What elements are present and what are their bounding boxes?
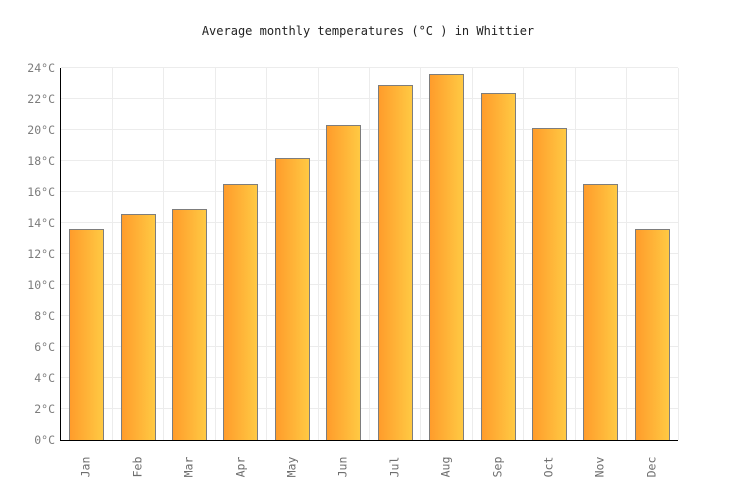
bar-apr bbox=[223, 184, 259, 440]
x-axis-label-text: Mar bbox=[181, 456, 196, 478]
bar-jun bbox=[326, 125, 362, 440]
bar-mar bbox=[172, 209, 208, 440]
y-axis-label: 10°C bbox=[27, 278, 55, 292]
bar-dec bbox=[634, 229, 670, 440]
y-axis-label: 22°C bbox=[27, 92, 55, 106]
y-axis-label: 16°C bbox=[27, 185, 55, 199]
x-axis-label-text: Nov bbox=[592, 456, 607, 478]
y-axis-label: 8°C bbox=[34, 309, 55, 323]
gridline-vertical bbox=[677, 68, 679, 440]
x-axis-label-may: May bbox=[271, 447, 311, 487]
y-axis-label: 2°C bbox=[34, 402, 55, 416]
gridline-vertical bbox=[471, 68, 473, 440]
y-axis-label: 24°C bbox=[27, 61, 55, 75]
x-axis-label-jun: Jun bbox=[323, 447, 363, 487]
x-axis-label-text: Aug bbox=[438, 456, 453, 478]
x-axis-label-jul: Jul bbox=[374, 447, 414, 487]
gridline-vertical bbox=[523, 68, 525, 440]
x-axis-label-text: Oct bbox=[541, 456, 556, 478]
x-axis-label-text: Feb bbox=[130, 456, 145, 478]
gridline-vertical bbox=[574, 68, 576, 440]
y-axis-label: 18°C bbox=[27, 154, 55, 168]
bar-jul bbox=[377, 85, 413, 440]
x-axis-label-aug: Aug bbox=[426, 447, 466, 487]
bar-may bbox=[274, 157, 310, 440]
x-axis-label-sep: Sep bbox=[477, 447, 517, 487]
x-axis-label-text: Jun bbox=[335, 456, 350, 478]
gridline-vertical bbox=[317, 68, 319, 440]
bar-jan bbox=[69, 229, 105, 440]
bar-nov bbox=[583, 184, 619, 440]
x-axis-label-text: May bbox=[284, 456, 299, 478]
y-axis-label: 0°C bbox=[34, 433, 55, 447]
gridline-vertical bbox=[214, 68, 216, 440]
x-axis-label-text: Sep bbox=[490, 456, 505, 478]
y-axis-label: 20°C bbox=[27, 123, 55, 137]
bar-aug bbox=[429, 74, 465, 440]
bar-feb bbox=[120, 213, 156, 440]
gridline-vertical bbox=[163, 68, 165, 440]
x-axis-label-mar: Mar bbox=[169, 447, 209, 487]
x-axis-label-apr: Apr bbox=[220, 447, 260, 487]
y-axis-label: 6°C bbox=[34, 340, 55, 354]
bar-oct bbox=[531, 128, 567, 440]
plot-area bbox=[60, 67, 679, 441]
gridline-vertical bbox=[369, 68, 370, 440]
gridline-vertical bbox=[626, 68, 628, 440]
gridline-vertical bbox=[420, 68, 422, 440]
y-axis-label: 4°C bbox=[34, 371, 55, 385]
x-axis-label-feb: Feb bbox=[117, 447, 157, 487]
x-axis-label-text: Jan bbox=[78, 456, 93, 478]
y-axis-label: 12°C bbox=[27, 247, 55, 261]
x-axis-label-dec: Dec bbox=[631, 447, 671, 487]
x-axis-label-text: Apr bbox=[232, 456, 247, 478]
gridline-vertical bbox=[266, 68, 268, 440]
x-axis-label-nov: Nov bbox=[580, 447, 620, 487]
y-axis-label: 14°C bbox=[27, 216, 55, 230]
x-axis-label-text: Jul bbox=[387, 456, 402, 478]
gridline-horizontal bbox=[61, 67, 678, 68]
x-axis-label-oct: Oct bbox=[528, 447, 568, 487]
bar-sep bbox=[480, 92, 516, 440]
chart-title: Average monthly temperatures (°C ) in Wh… bbox=[201, 24, 535, 38]
x-axis-label-jan: Jan bbox=[66, 447, 106, 487]
x-axis-label-text: Dec bbox=[644, 456, 659, 478]
gridline-vertical bbox=[111, 68, 113, 440]
